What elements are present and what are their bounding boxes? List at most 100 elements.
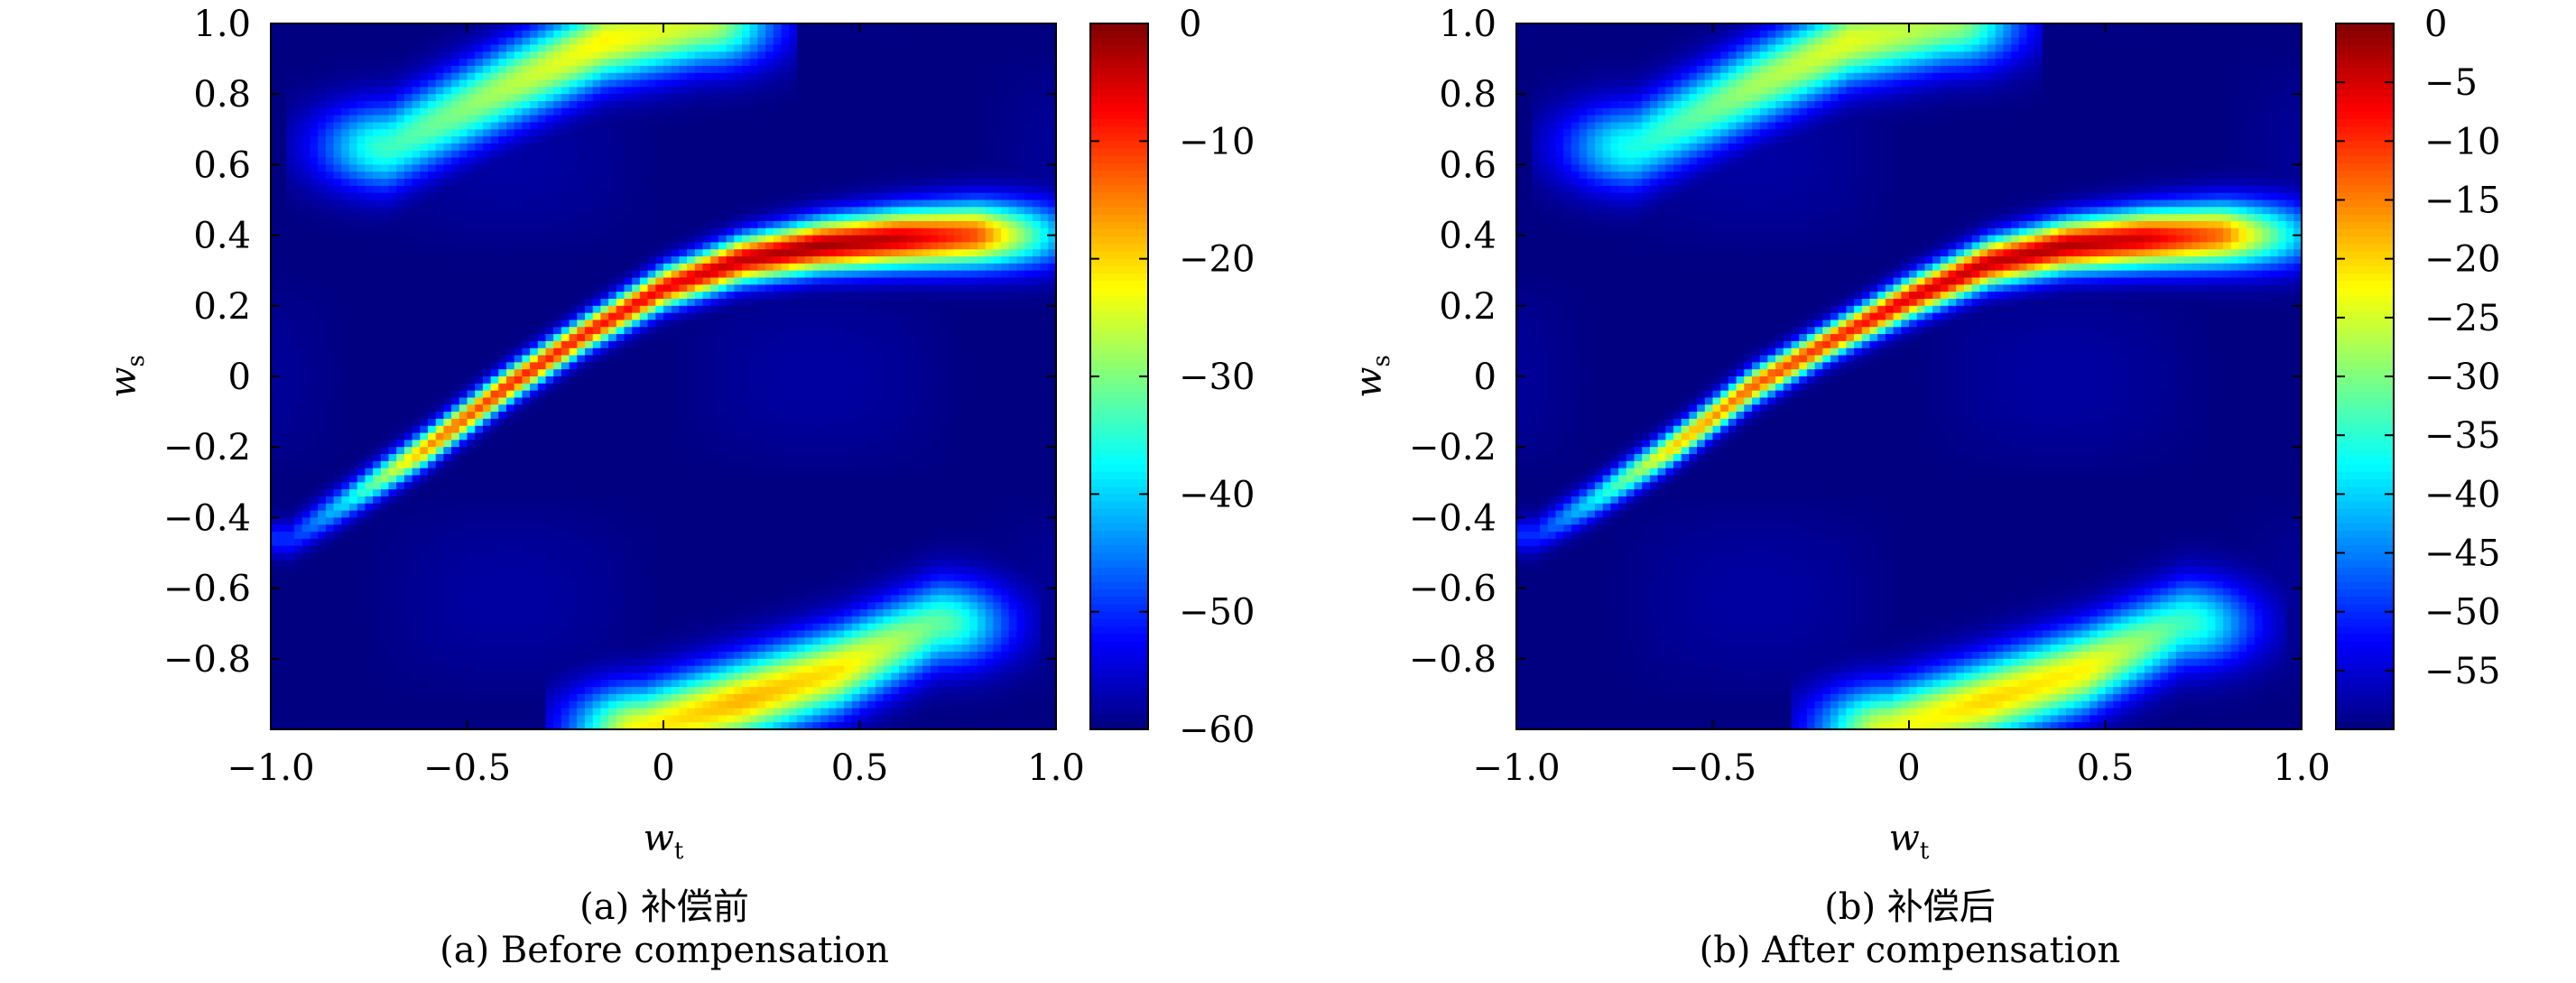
- heatmap-cell: [420, 418, 429, 427]
- heatmap-cell: [271, 460, 280, 469]
- heatmap-cell: [396, 460, 405, 469]
- heatmap-cell: [294, 595, 303, 603]
- heatmap-cell: [482, 538, 492, 547]
- heatmap-cell: [403, 220, 413, 229]
- heatmap-cell: [310, 122, 319, 130]
- heatmap-cell: [365, 227, 374, 236]
- heatmap-cell: [569, 680, 578, 688]
- heatmap-cell: [647, 51, 656, 60]
- heatmap-cell: [616, 65, 625, 74]
- heatmap-cell: [396, 284, 405, 292]
- heatmap-cell: [428, 623, 437, 632]
- heatmap-cell: [585, 383, 594, 392]
- heatmap-cell: [616, 157, 625, 165]
- heatmap-cell: [459, 327, 468, 335]
- heatmap-cell: [482, 440, 492, 448]
- heatmap-cell: [357, 672, 366, 681]
- heatmap-cell: [271, 227, 280, 236]
- heatmap-cell: [522, 517, 531, 525]
- heatmap-cell: [475, 665, 484, 674]
- heatmap-cell: [498, 220, 507, 229]
- heatmap-cell: [341, 672, 350, 681]
- heatmap-cell: [600, 185, 609, 194]
- heatmap-cell: [506, 72, 515, 81]
- heatmap-cell: [514, 242, 523, 250]
- heatmap-cell: [380, 30, 390, 39]
- heatmap-cell: [475, 580, 484, 589]
- heatmap-cell: [522, 72, 531, 81]
- heatmap-cell: [592, 460, 601, 469]
- heatmap-cell: [608, 637, 617, 645]
- heatmap-cell: [443, 630, 452, 638]
- heatmap-cell: [443, 115, 452, 124]
- heatmap-cell: [514, 122, 523, 130]
- heatmap-cell: [600, 87, 609, 95]
- heatmap-cell: [616, 588, 625, 597]
- heatmap-cell: [325, 665, 335, 674]
- heatmap-cell: [490, 79, 499, 88]
- heatmap-cell: [647, 334, 656, 342]
- heatmap-cell: [388, 390, 397, 399]
- heatmap-cell: [592, 44, 601, 52]
- heatmap-cell: [545, 312, 554, 321]
- heatmap-cell: [655, 404, 664, 413]
- heatmap-cell: [482, 588, 492, 597]
- heatmap-cell: [506, 327, 515, 335]
- heatmap-cell: [271, 658, 280, 667]
- heatmap-cell: [490, 383, 499, 392]
- heatmap-cell: [396, 44, 405, 52]
- heatmap-cell: [655, 292, 664, 300]
- heatmap-cell: [632, 489, 641, 497]
- heatmap-cell: [498, 87, 507, 95]
- heatmap-cell: [403, 30, 413, 39]
- heatmap-cell: [514, 79, 523, 88]
- heatmap-cell: [530, 369, 539, 377]
- heatmap-cell: [341, 227, 350, 236]
- heatmap-cell: [569, 37, 578, 46]
- heatmap-cell: [333, 602, 342, 610]
- heatmap-cell: [553, 327, 562, 335]
- heatmap-cell: [459, 94, 468, 102]
- heatmap-cell: [655, 94, 664, 102]
- heatmap-cell: [380, 355, 390, 363]
- heatmap-cell: [498, 320, 507, 328]
- heatmap-cell: [553, 115, 562, 124]
- heatmap-cell: [349, 334, 358, 342]
- heatmap-cell: [553, 157, 562, 165]
- heatmap-cell: [522, 136, 531, 144]
- heatmap-cell: [294, 532, 303, 540]
- heatmap-cell: [403, 122, 413, 130]
- heatmap-cell: [435, 440, 444, 448]
- heatmap-cell: [333, 609, 342, 617]
- heatmap-cell: [271, 687, 280, 695]
- heatmap-cell: [506, 376, 515, 385]
- heatmap-cell: [624, 475, 633, 483]
- heatmap-cell: [459, 545, 468, 554]
- heatmap-cell: [577, 107, 586, 116]
- heatmap-cell: [647, 630, 656, 638]
- heatmap-cell: [388, 227, 397, 236]
- heatmap-cell: [514, 157, 523, 165]
- heatmap-cell: [569, 136, 578, 144]
- heatmap-cell: [396, 545, 405, 554]
- heatmap-cell: [428, 722, 437, 730]
- heatmap-cell: [325, 672, 335, 681]
- heatmap-cell: [530, 687, 539, 695]
- heatmap-cell: [467, 150, 476, 159]
- heatmap-cell: [341, 708, 350, 716]
- heatmap-cell: [647, 44, 656, 52]
- heatmap-cell: [569, 460, 578, 469]
- heatmap-cell: [545, 595, 554, 603]
- heatmap-cell: [396, 580, 405, 589]
- heatmap-cell: [585, 199, 594, 208]
- heatmap-cell: [286, 207, 295, 215]
- heatmap-cell: [357, 693, 366, 702]
- heatmap-cell: [608, 277, 617, 285]
- heatmap-cell: [443, 573, 452, 582]
- heatmap-cell: [655, 214, 664, 222]
- heatmap-cell: [490, 651, 499, 660]
- heatmap-cell: [380, 573, 390, 582]
- heatmap-cell: [380, 623, 390, 632]
- heatmap-cell: [325, 489, 335, 497]
- heatmap-cell: [498, 693, 507, 702]
